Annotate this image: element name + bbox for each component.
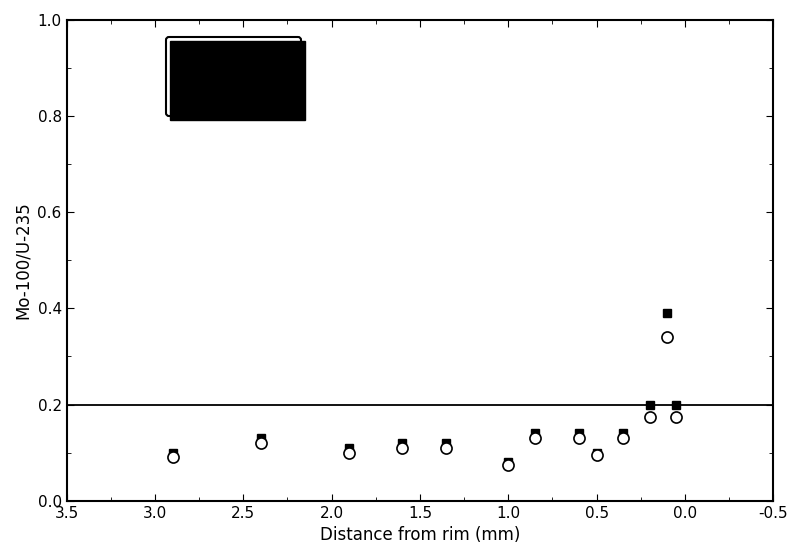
X-axis label: Distance from rim (mm): Distance from rim (mm): [320, 526, 520, 544]
measured: [398, 440, 407, 446]
measured: [530, 430, 540, 437]
corrected: [168, 454, 177, 461]
measured: [256, 435, 265, 441]
measured: [504, 459, 513, 465]
corrected: [592, 451, 602, 458]
corrected: [574, 435, 584, 441]
Line: measured: measured: [168, 309, 680, 466]
corrected: [256, 440, 265, 446]
corrected: [530, 435, 540, 441]
measured: [168, 449, 177, 456]
corrected: [671, 413, 681, 420]
Line: corrected: corrected: [167, 331, 682, 470]
measured: [344, 445, 354, 451]
code: [680, 401, 690, 408]
measured: [671, 401, 681, 408]
corrected: [442, 445, 452, 451]
corrected: [344, 449, 354, 456]
code: [504, 401, 513, 408]
measured: [645, 401, 654, 408]
Y-axis label: Mo-100/U-235: Mo-100/U-235: [14, 201, 32, 319]
corrected: [645, 413, 654, 420]
measured: [662, 310, 672, 316]
corrected: [398, 445, 407, 451]
corrected: [504, 461, 513, 468]
measured: [574, 430, 584, 437]
measured: [592, 449, 602, 456]
corrected: [618, 435, 628, 441]
measured: [618, 430, 628, 437]
Legend: measured, corrected, code: measured, corrected, code: [166, 37, 301, 116]
corrected: [662, 334, 672, 340]
measured: [442, 440, 452, 446]
